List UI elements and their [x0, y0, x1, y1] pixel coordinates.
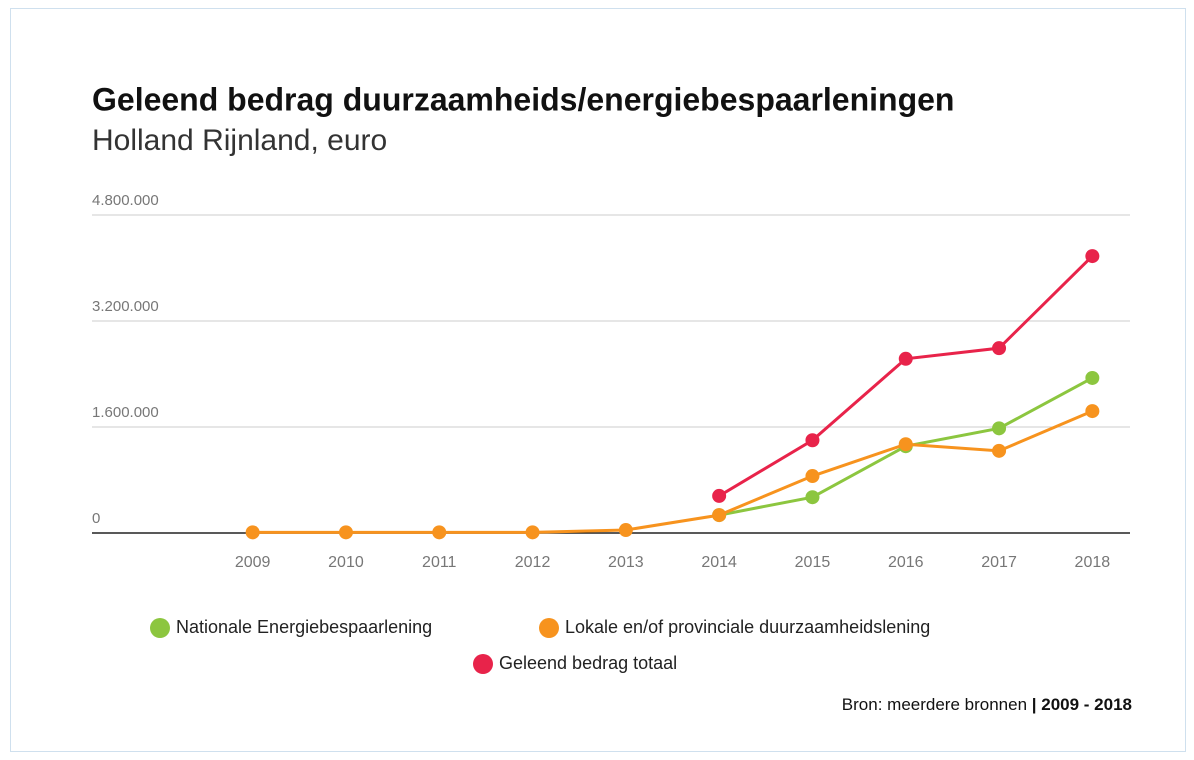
source-text: Bron: meerdere bronnen: [842, 695, 1027, 714]
y-tick-label: 0: [92, 510, 100, 527]
x-tick-label: 2014: [701, 554, 737, 571]
y-tick-label: 1.600.000: [92, 404, 159, 421]
point: [898, 437, 913, 452]
point: [992, 421, 1007, 436]
x-tick-label: 2018: [1075, 554, 1111, 571]
series-line: [718, 255, 1094, 498]
series-line: [252, 409, 1093, 534]
x-tick-label: 2009: [235, 554, 271, 571]
point: [898, 351, 913, 366]
point: [805, 490, 820, 505]
legend-label: Geleend bedrag totaal: [499, 653, 677, 673]
point: [805, 433, 820, 448]
source: Bron: meerdere bronnen | 2009 - 2018: [842, 695, 1132, 714]
x-tick-label: 2012: [515, 554, 551, 571]
point: [1085, 370, 1100, 385]
point: [712, 508, 727, 523]
chart-title: Geleend bedrag duurzaamheids/energiebesp…: [92, 81, 954, 117]
point: [805, 469, 820, 484]
chart-subtitle: Holland Rijnland, euro: [92, 124, 387, 157]
y-tick-label: 4.800.000: [92, 192, 159, 209]
point: [338, 525, 353, 540]
x-tick-label: 2015: [795, 554, 831, 571]
point: [245, 525, 260, 540]
point: [992, 443, 1007, 458]
legend-label: Nationale Energiebespaarlening: [176, 617, 432, 637]
point: [1085, 249, 1100, 264]
x-tick-label: 2013: [608, 554, 644, 571]
y-tick-label: 3.200.000: [92, 298, 159, 315]
x-tick-label: 2011: [422, 554, 457, 571]
point: [992, 341, 1007, 356]
x-tick-label: 2016: [888, 554, 924, 571]
source-period: | 2009 - 2018: [1032, 695, 1132, 714]
legend-marker: [473, 654, 493, 674]
x-tick-label: 2010: [328, 554, 364, 571]
x-tick-label: 2017: [981, 554, 1017, 571]
legend-marker: [539, 618, 559, 638]
point: [618, 523, 633, 538]
legend-label: Lokale en/of provinciale duurzaamheidsle…: [565, 617, 930, 637]
point: [1085, 404, 1100, 419]
legend-marker: [150, 618, 170, 638]
card: [10, 8, 1186, 752]
point: [432, 525, 447, 540]
point: [712, 488, 727, 503]
point: [525, 525, 540, 540]
